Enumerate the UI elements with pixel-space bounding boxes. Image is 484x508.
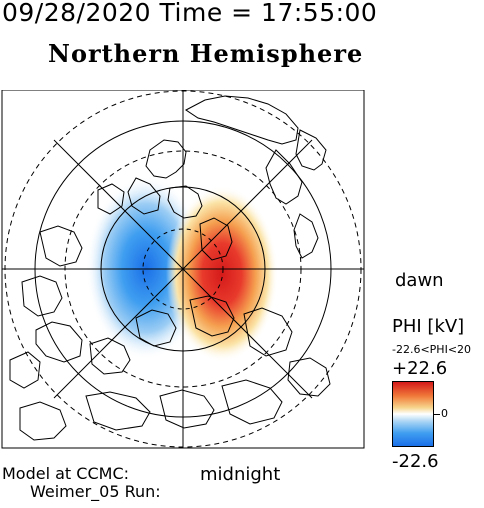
model-label: Model at CCMC: xyxy=(2,464,129,483)
plot-title: Northern Hemisphere xyxy=(48,39,364,68)
run-label: Weimer_05 Run: xyxy=(30,482,161,501)
dawn-label: dawn xyxy=(395,270,444,291)
colorbar-range: -22.6<PHI<20 xyxy=(392,343,472,356)
colorbar-min-label: -22.6 xyxy=(392,451,439,472)
colorbar-zero-label: 0 xyxy=(441,407,448,420)
polar-map xyxy=(1,90,365,449)
midnight-label: midnight xyxy=(200,464,281,485)
colorbar-zero-tick xyxy=(434,414,440,415)
colorbar-max-label: +22.6 xyxy=(392,358,448,379)
meridian-line xyxy=(53,139,313,399)
coastlines xyxy=(9,95,331,441)
colorbar-title: PHI [kV] xyxy=(392,316,465,337)
map-frame xyxy=(1,90,365,449)
colorbar xyxy=(392,381,434,447)
timestamp: 09/28/2020 Time = 17:55:00 xyxy=(2,0,378,27)
